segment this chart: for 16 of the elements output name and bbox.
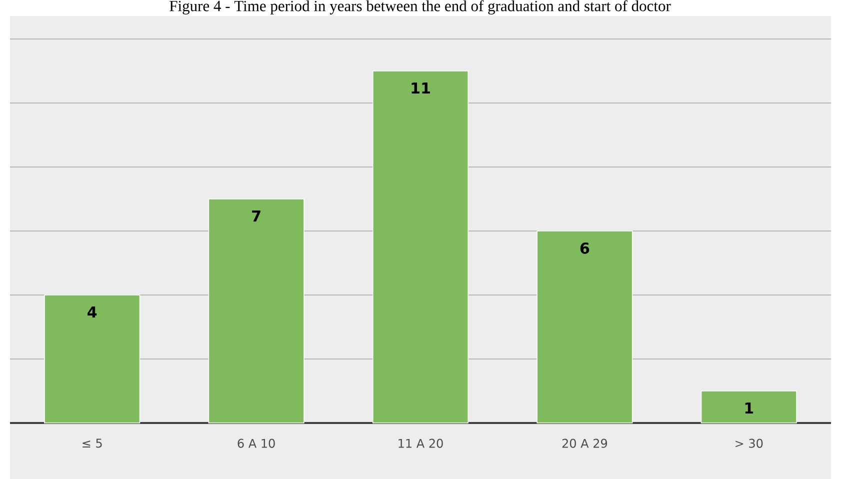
bar bbox=[700, 390, 797, 424]
x-tick-label: > 30 bbox=[736, 438, 763, 448]
bar bbox=[44, 294, 140, 424]
chart-title: Figure 4 - Time period in years between the end of graduation and start of doctor bbox=[170, 0, 671, 14]
data-label: 6 bbox=[580, 242, 590, 254]
bar bbox=[372, 70, 469, 424]
x-tick-label: 11 A 20 bbox=[398, 438, 443, 448]
data-label: 4 bbox=[88, 306, 97, 318]
data-label: 11 bbox=[412, 82, 430, 94]
bar bbox=[208, 198, 304, 424]
x-tick-label: 20 A 29 bbox=[562, 438, 608, 448]
x-tick-label: ≤ 5 bbox=[82, 438, 102, 448]
bar bbox=[536, 230, 633, 424]
data-label: 1 bbox=[745, 402, 754, 414]
x-tick-label: 6 A 10 bbox=[238, 438, 275, 448]
data-label: 7 bbox=[252, 210, 260, 222]
